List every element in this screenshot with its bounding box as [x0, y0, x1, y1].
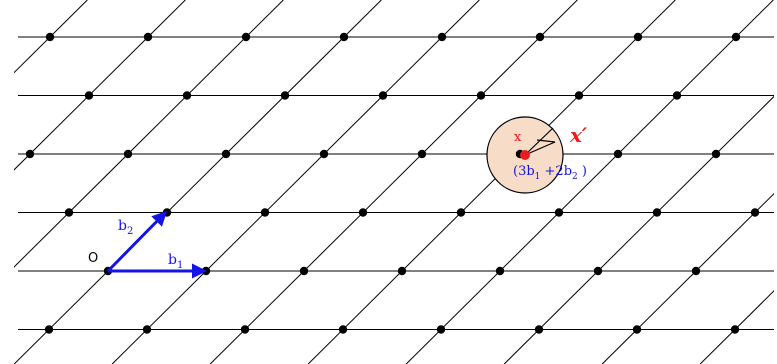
lattice-point [142, 325, 152, 334]
combination-label: (3b1 +2b2 ) [513, 164, 587, 182]
diagonal-line [699, 290, 774, 364]
diagonal-line [307, 0, 676, 364]
arrow-head-segment [536, 139, 556, 143]
lattice-points [25, 32, 760, 334]
lattice-point [338, 325, 348, 334]
lattice-point [534, 325, 544, 334]
lattice-point [221, 149, 231, 159]
lattice-point [691, 266, 701, 276]
x-to-xprime-arrow [524, 141, 556, 156]
diagonal-line [14, 0, 186, 171]
lattice-point [730, 325, 740, 334]
x-label: x [514, 130, 522, 145]
b2-label: b2 [118, 218, 133, 237]
diagonal-line [503, 95, 774, 364]
lattice-point [672, 91, 682, 100]
diagonal-line [14, 0, 382, 364]
lattice-point [241, 32, 251, 42]
lattice-point [64, 208, 74, 217]
lattice-point [182, 91, 192, 100]
lattice-point [613, 149, 623, 159]
lattice-point [711, 149, 721, 159]
lattice-point [574, 91, 584, 100]
lattice-point [25, 149, 35, 159]
lattice-point [633, 32, 643, 42]
lattice-point [436, 325, 446, 334]
point-x [520, 150, 530, 160]
diagonal-line [111, 0, 480, 364]
lattice-point [240, 325, 250, 334]
diagonal-line [405, 0, 774, 364]
diagonal-line [14, 0, 88, 74]
lattice-point [554, 208, 564, 217]
origin-label: O [88, 251, 98, 266]
lattice-point [535, 32, 545, 42]
diagonal-line [601, 192, 774, 364]
lattice-point [593, 266, 603, 276]
lattice-point [123, 149, 133, 159]
diagonal-line [209, 0, 578, 364]
lattice-point [84, 91, 94, 100]
x-prime-label: x′ [569, 123, 588, 147]
lattice-point [378, 91, 388, 100]
lattice-point [339, 32, 349, 42]
lattice-point [397, 266, 407, 276]
lattice-point [143, 32, 153, 42]
lattice-point [319, 149, 329, 159]
lattice-point [44, 325, 54, 334]
lattice-point [437, 32, 447, 42]
x-radius-line [524, 127, 554, 156]
horizontal-lattice-lines [18, 36, 774, 330]
lattice-point [299, 266, 309, 276]
lattice-point [495, 266, 505, 276]
lattice-point [260, 208, 270, 217]
lattice-point [358, 208, 368, 217]
lattice-point [750, 208, 760, 217]
lattice-point [45, 32, 55, 42]
lattice-point [280, 91, 290, 100]
lattice-point [731, 32, 741, 42]
lattice-point [652, 208, 662, 217]
lattice-point [632, 325, 642, 334]
basis-vector-b2 [106, 210, 168, 273]
b1-label: b1 [168, 252, 183, 271]
diagonal-line [14, 0, 284, 268]
lattice-point [417, 149, 427, 159]
lattice-point [476, 91, 486, 100]
lattice-point [456, 208, 466, 217]
